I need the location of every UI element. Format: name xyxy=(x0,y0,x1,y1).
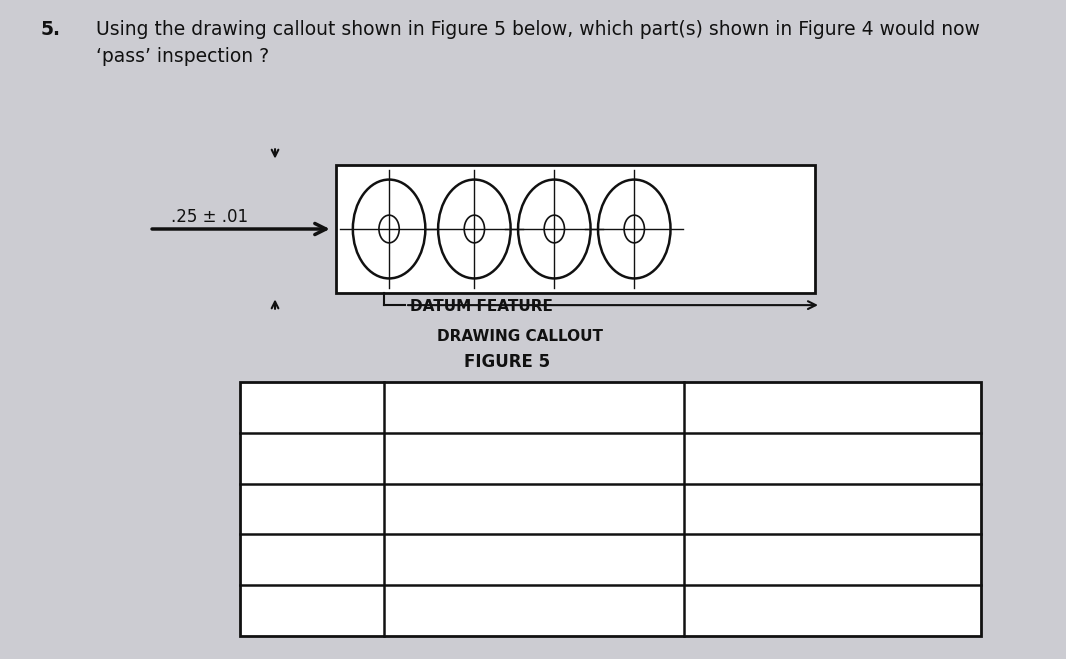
Text: Pass: Pass xyxy=(515,399,554,416)
Text: 4: 4 xyxy=(306,602,318,619)
Text: DATUM FEATURE: DATUM FEATURE xyxy=(410,299,553,314)
Text: Fail: Fail xyxy=(814,399,851,416)
Text: 3: 3 xyxy=(306,551,318,569)
Text: 2: 2 xyxy=(306,500,318,518)
Bar xyxy=(240,382,981,636)
Text: DRAWING CALLOUT: DRAWING CALLOUT xyxy=(437,329,603,343)
Text: FIGURE 5: FIGURE 5 xyxy=(464,353,550,372)
Text: PART: PART xyxy=(287,399,338,416)
Text: ‘pass’ inspection ?: ‘pass’ inspection ? xyxy=(96,47,269,67)
Text: Using the drawing callout shown in Figure 5 below, which part(s) shown in Figure: Using the drawing callout shown in Figur… xyxy=(96,20,980,39)
Text: 1: 1 xyxy=(306,449,318,467)
Text: .25 ± .01: .25 ± .01 xyxy=(171,208,247,225)
Bar xyxy=(240,382,981,636)
Text: 5.: 5. xyxy=(41,20,61,39)
Bar xyxy=(336,165,815,293)
